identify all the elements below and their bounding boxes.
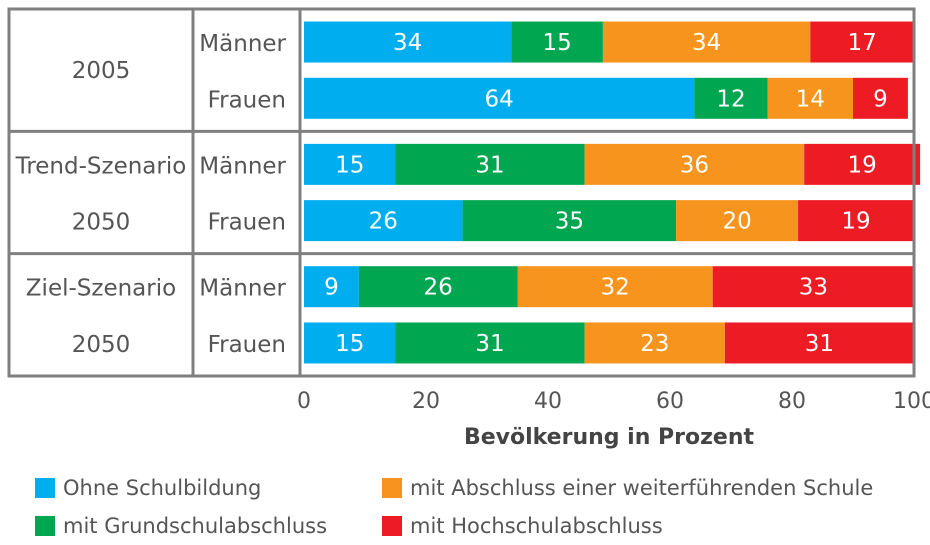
bar-segment [358,266,518,308]
row-label: Frauen [208,332,286,358]
x-tick-label: 40 [534,389,562,414]
bar-segment [694,77,768,119]
legend-item-grundschulabschluss: mit Grundschulabschluss [35,514,327,538]
bar-value-label: 17 [848,30,877,56]
bar-value-label: 9 [324,275,339,301]
legend-item-hochschulabschluss: mit Hochschulabschluss [382,514,663,538]
legend-label: Ohne Schulbildung [63,476,262,500]
bar-segment [584,143,805,185]
bar-segment [462,200,677,242]
legend-item-weiterfuehrende-schule: mit Abschluss einer weiterführenden Schu… [382,476,873,500]
legend-swatch [35,516,55,536]
legend-swatch [382,478,402,498]
bar-value-label: 15 [543,30,572,56]
bar-segment [798,200,914,242]
x-tick-label: 0 [297,389,311,414]
row-label: Frauen [208,87,286,113]
bar-segment [724,322,914,364]
legend-item-ohne-schulbildung: Ohne Schulbildung [35,476,261,500]
group-label: 2005 [72,58,131,84]
bar-value-label: 19 [848,152,877,178]
bar-value-label: 31 [475,331,504,357]
bar-value-label: 14 [796,86,825,112]
bar-value-label: 34 [692,30,721,56]
bar-segment [602,21,811,63]
bar-value-label: 12 [716,86,745,112]
bar-segment [676,200,799,242]
bar-segment [517,266,713,308]
row-label: Frauen [208,210,286,236]
bar-value-label: 9 [873,86,888,112]
bar-segment [804,143,921,185]
bar-segment [712,266,914,308]
row-label: Männer [199,153,286,179]
group-label: 2050 [72,210,131,236]
bar-value-label: 33 [799,275,828,301]
legend-swatch [382,516,402,536]
x-tick-label: 100 [893,389,930,414]
legend-label: mit Hochschulabschluss [410,514,663,538]
bar-segment [584,322,725,364]
x-tick-label: 20 [412,389,440,414]
x-axis-label: Bevölkerung in Prozent [464,425,755,450]
x-tick-label: 80 [778,389,806,414]
bar-segment [304,266,359,308]
bar-segment [810,21,914,63]
bar-segment [511,21,603,63]
group-label: Ziel-Szenario [26,276,176,302]
table-frame [7,7,916,378]
bar-value-label: 34 [393,30,422,56]
bar-value-label: 36 [680,152,709,178]
legend-label: mit Grundschulabschluss [63,514,328,538]
bar-value-label: 19 [841,209,870,235]
bar-segment [395,143,585,185]
bar-value-label: 64 [485,86,514,112]
group-label: 2050 [72,332,131,358]
legend: Ohne Schulbildung mit Grundschulabschlus… [0,462,930,542]
bar-segment [853,77,908,119]
bar-segment [304,77,695,119]
bar-value-label: 32 [600,275,629,301]
bar-segment [767,77,853,119]
legend-label: mit Abschluss einer weiterführenden Schu… [410,476,874,500]
bar-value-label: 23 [640,331,669,357]
bar-value-label: 31 [805,331,834,357]
group-label: Trend-Szenario [15,153,187,179]
row-label: Männer [199,31,286,57]
bar-segment [395,322,585,364]
bar-value-label: 26 [424,275,453,301]
bar-segment [304,21,512,63]
bar-value-label: 15 [335,152,364,178]
bar-value-label: 15 [335,331,364,357]
bar-value-label: 35 [555,209,584,235]
x-tick-label: 60 [656,389,684,414]
bar-segment [304,322,396,364]
bar-value-label: 26 [369,209,398,235]
row-label: Männer [199,276,286,302]
bar-segment [304,143,396,185]
bar-value-label: 20 [722,209,751,235]
bar-value-label: 31 [475,152,504,178]
legend-swatch [35,478,55,498]
bar-segment [304,200,463,242]
stacked-bar-chart: 34 15 34 17 Männer 64 12 14 9 Frauen 2005 15 31 36 19 M… [7,7,930,450]
